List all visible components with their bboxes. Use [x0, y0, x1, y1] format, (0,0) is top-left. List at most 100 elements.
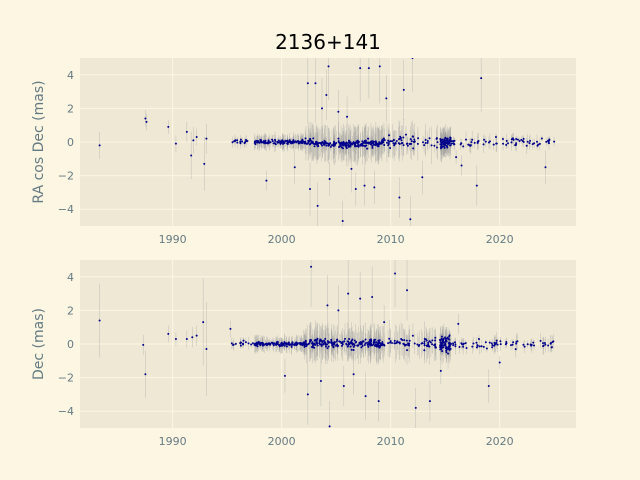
data-point [444, 141, 447, 144]
data-point [448, 338, 451, 341]
data-point [430, 144, 433, 147]
data-point [471, 345, 474, 348]
data-point [271, 140, 274, 143]
data-point [478, 345, 481, 348]
data-point [239, 344, 242, 347]
data-point [442, 341, 445, 344]
data-point [448, 139, 451, 142]
data-point [520, 138, 523, 141]
data-point [380, 140, 383, 143]
data-point [341, 219, 344, 222]
data-point [424, 142, 427, 145]
data-point [352, 345, 355, 348]
data-point [498, 361, 501, 364]
data-point [329, 145, 332, 148]
data-point [514, 348, 517, 351]
data-point [395, 139, 398, 142]
data-point [382, 343, 385, 346]
data-point [371, 295, 374, 298]
data-point [378, 65, 381, 68]
data-point [425, 338, 428, 341]
data-point [367, 137, 370, 140]
data-point [542, 345, 545, 348]
data-point [239, 342, 242, 345]
data-point [328, 425, 331, 428]
data-point [441, 350, 444, 353]
data-point [423, 144, 426, 147]
data-point [281, 142, 284, 145]
data-point [259, 344, 262, 347]
y-tick-label: 4 [67, 69, 74, 82]
data-point [374, 141, 377, 144]
data-point [400, 139, 403, 142]
data-point [337, 110, 340, 113]
data-point [315, 339, 318, 342]
data-point [346, 115, 349, 118]
data-point [447, 347, 450, 350]
data-point [396, 340, 399, 343]
data-point [375, 345, 378, 348]
data-point [423, 340, 426, 343]
data-point [518, 140, 521, 143]
data-point [345, 343, 348, 346]
data-point [453, 143, 456, 146]
data-point [343, 143, 346, 146]
data-point [145, 120, 148, 123]
data-point [433, 344, 436, 347]
data-point [388, 134, 391, 137]
data-point [353, 142, 356, 145]
x-tick-label: 2010 [377, 233, 405, 246]
data-point [334, 344, 337, 347]
data-point [397, 142, 400, 145]
data-point [359, 143, 362, 146]
data-point [389, 147, 392, 150]
data-point [476, 344, 479, 347]
data-point [416, 142, 419, 145]
data-point [502, 142, 505, 145]
data-point [330, 340, 333, 343]
data-point [452, 344, 455, 347]
data-point [364, 142, 367, 145]
data-point [348, 141, 351, 144]
data-point [385, 97, 388, 100]
data-point [321, 141, 324, 144]
data-point [377, 143, 380, 146]
data-point [357, 140, 360, 143]
data-point [292, 139, 295, 142]
data-point [318, 142, 321, 145]
data-point [276, 342, 279, 345]
data-point [512, 341, 515, 344]
data-point [259, 342, 262, 345]
data-point [347, 344, 350, 347]
data-point [274, 138, 277, 141]
y-tick-label: −2 [58, 170, 74, 183]
data-point [413, 342, 416, 345]
data-point [484, 341, 487, 344]
data-point [313, 145, 316, 148]
data-point [352, 348, 355, 351]
data-point [475, 341, 478, 344]
data-point [349, 345, 352, 348]
data-point [457, 322, 460, 325]
data-point [485, 347, 488, 350]
data-point [260, 141, 263, 144]
data-point [475, 184, 478, 187]
data-point [304, 137, 307, 140]
data-point [309, 338, 312, 341]
data-point [324, 337, 327, 340]
data-point [505, 340, 508, 343]
data-point [442, 337, 445, 340]
data-point [472, 342, 475, 345]
data-point [376, 344, 379, 347]
data-point [547, 344, 550, 347]
data-point [403, 339, 406, 342]
data-point [434, 346, 437, 349]
data-point [299, 343, 302, 346]
data-point [373, 140, 376, 143]
data-point [328, 177, 331, 180]
data-point [421, 176, 424, 179]
data-point [254, 143, 257, 146]
data-point [329, 142, 332, 145]
data-point [373, 344, 376, 347]
data-point [454, 345, 457, 348]
